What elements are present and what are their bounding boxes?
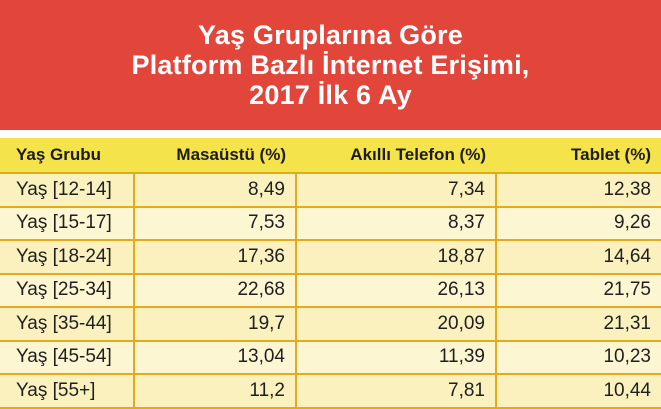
desktop-cell: 11,2 xyxy=(133,374,296,409)
table-row: Yaş [45-54] 13,04 11,39 10,23 xyxy=(0,340,661,375)
tablet-cell: 9,26 xyxy=(495,206,661,241)
desktop-cell: 19,7 xyxy=(133,307,296,342)
desktop-cell: 17,36 xyxy=(133,240,296,275)
table-row: Yaş [35-44] 19,7 20,09 21,31 xyxy=(0,307,661,342)
header-age-group: Yaş Grubu xyxy=(0,138,134,174)
table-row: Yaş [18-24] 17,36 18,87 14,64 xyxy=(0,240,661,275)
age-group-cell: Yaş [35-44] xyxy=(0,307,134,342)
tablet-cell: 21,31 xyxy=(495,307,661,342)
tablet-cell: 12,38 xyxy=(495,173,661,208)
table-row: Yaş [25-34] 22,68 26,13 21,75 xyxy=(0,273,661,308)
age-group-cell: Yaş [18-24] xyxy=(0,240,134,275)
tablet-cell: 10,44 xyxy=(495,374,661,409)
header-row: Yaş Grubu Masaüstü (%) Akıllı Telefon (%… xyxy=(0,138,661,174)
header-desktop: Masaüstü (%) xyxy=(134,138,296,174)
age-group-cell: Yaş [45-54] xyxy=(0,340,134,375)
table-row: Yaş [55+] 11,2 7,81 10,44 xyxy=(0,374,661,409)
desktop-cell: 13,04 xyxy=(133,340,296,375)
title-line-3: 2017 İlk 6 Ay xyxy=(249,80,412,110)
title-banner: Yaş Gruplarına Göre Platform Bazlı İnter… xyxy=(0,0,661,130)
tablet-cell: 10,23 xyxy=(495,340,661,375)
age-group-cell: Yaş [55+] xyxy=(0,374,134,409)
tablet-cell: 21,75 xyxy=(495,273,661,308)
smartphone-cell: 20,09 xyxy=(295,307,496,342)
data-table: Yaş Grubu Masaüstü (%) Akıllı Telefon (%… xyxy=(0,138,661,409)
header-smartphone: Akıllı Telefon (%) xyxy=(296,138,496,174)
tablet-cell: 14,64 xyxy=(495,240,661,275)
table-row: Yaş [15-17] 7,53 8,37 9,26 xyxy=(0,206,661,241)
divider-strip xyxy=(0,130,661,138)
desktop-cell: 7,53 xyxy=(133,206,296,241)
smartphone-cell: 7,81 xyxy=(295,374,496,409)
smartphone-cell: 18,87 xyxy=(295,240,496,275)
header-tablet: Tablet (%) xyxy=(496,138,661,174)
title-line-1: Yaş Gruplarına Göre xyxy=(198,20,463,50)
smartphone-cell: 11,39 xyxy=(295,340,496,375)
smartphone-cell: 7,34 xyxy=(295,173,496,208)
age-group-cell: Yaş [25-34] xyxy=(0,273,134,308)
age-group-cell: Yaş [15-17] xyxy=(0,206,134,241)
table-row: Yaş [12-14] 8,49 7,34 12,38 xyxy=(0,173,661,208)
smartphone-cell: 8,37 xyxy=(295,206,496,241)
desktop-cell: 8,49 xyxy=(133,173,296,208)
title-line-2: Platform Bazlı İnternet Erişimi, xyxy=(131,50,530,80)
desktop-cell: 22,68 xyxy=(133,273,296,308)
age-group-cell: Yaş [12-14] xyxy=(0,173,134,208)
smartphone-cell: 26,13 xyxy=(295,273,496,308)
